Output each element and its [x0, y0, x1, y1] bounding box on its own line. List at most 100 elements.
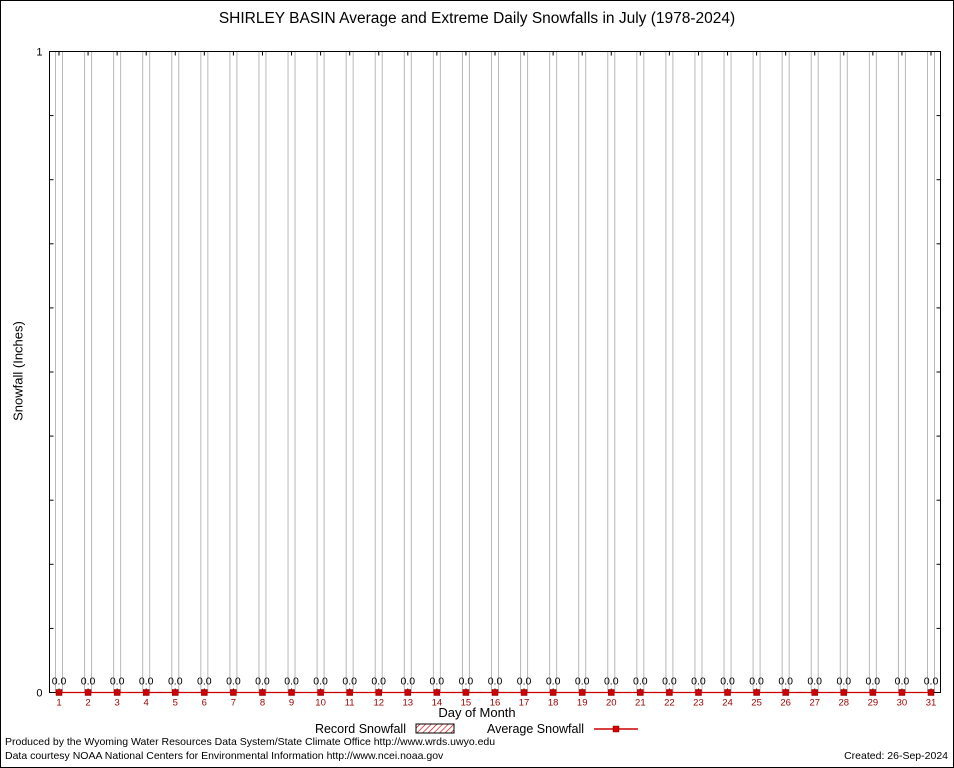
svg-text:0.0: 0.0 — [430, 676, 445, 688]
svg-text:0.0: 0.0 — [226, 676, 241, 688]
average-point — [578, 689, 586, 696]
svg-text:17: 17 — [519, 698, 530, 709]
svg-text:8: 8 — [260, 698, 265, 709]
svg-text:0.0: 0.0 — [807, 676, 822, 688]
svg-text:0.0: 0.0 — [866, 676, 881, 688]
svg-text:1: 1 — [36, 47, 42, 59]
svg-text:2: 2 — [85, 698, 90, 709]
y-tick-labels: 10 — [36, 47, 42, 700]
svg-text:27: 27 — [809, 698, 820, 709]
legend-record-label: Record Snowfall — [314, 721, 406, 736]
svg-text:0.0: 0.0 — [720, 676, 735, 688]
svg-text:18: 18 — [548, 698, 559, 709]
svg-text:0.0: 0.0 — [255, 676, 270, 688]
average-point — [142, 689, 150, 696]
svg-text:0.0: 0.0 — [139, 676, 154, 688]
svg-text:0.0: 0.0 — [895, 676, 910, 688]
svg-text:0.0: 0.0 — [52, 676, 67, 688]
x-tick-labels: 1 2 3 4 5 6 7 8 9 10 11 12 13 14 15 16 17 18 19 20 21 22 23 24 2… — [56, 698, 936, 709]
svg-text:5: 5 — [173, 698, 178, 709]
svg-text:0.0: 0.0 — [110, 676, 125, 688]
svg-text:0.0: 0.0 — [924, 676, 939, 688]
average-point — [172, 689, 179, 696]
average-point — [637, 689, 644, 696]
svg-text:31: 31 — [926, 698, 937, 709]
y-axis-label: Snowfall (Inches) — [10, 321, 26, 421]
legend-average-label: Average Snowfall — [486, 721, 585, 736]
svg-text:0.0: 0.0 — [371, 676, 386, 688]
average-point — [869, 689, 877, 696]
average-point — [201, 689, 208, 696]
average-point — [404, 689, 412, 696]
value-labels: 0.0 0.0 0.0 0.0 0.0 0.0 0.0 0.0 0.0 0.0 0.0 0.0 0.0 0… — [52, 676, 939, 688]
average-point — [375, 689, 382, 696]
svg-text:28: 28 — [839, 698, 850, 709]
svg-text:0.0: 0.0 — [778, 676, 793, 688]
svg-text:0.0: 0.0 — [633, 676, 648, 688]
average-point — [666, 689, 673, 696]
average-point — [317, 689, 324, 696]
average-point — [259, 689, 266, 696]
created-date: Created: 26-Sep-2024 — [844, 750, 948, 762]
x-axis-label: Day of Month — [438, 705, 516, 720]
svg-text:4: 4 — [144, 698, 149, 709]
average-point — [113, 689, 121, 696]
svg-text:0.0: 0.0 — [342, 676, 357, 688]
average-point — [230, 689, 237, 696]
average-point — [608, 689, 615, 696]
svg-text:0.0: 0.0 — [81, 676, 96, 688]
average-snowfall-swatch — [594, 725, 639, 732]
svg-text:0.0: 0.0 — [749, 676, 764, 688]
svg-text:19: 19 — [577, 698, 588, 709]
svg-text:22: 22 — [664, 698, 675, 709]
svg-text:21: 21 — [635, 698, 646, 709]
svg-text:10: 10 — [315, 698, 326, 709]
average-point — [462, 689, 470, 696]
chart-title: SHIRLEY BASIN Average and Extreme Daily … — [218, 10, 736, 27]
average-point — [288, 689, 295, 696]
average-point — [782, 689, 789, 696]
svg-text:23: 23 — [693, 698, 704, 709]
svg-text:0.0: 0.0 — [662, 676, 677, 688]
average-point — [724, 689, 731, 696]
average-point — [55, 689, 63, 696]
chart-legend: Record Snowfall Average Snowfall — [1, 721, 953, 736]
svg-text:30: 30 — [897, 698, 908, 709]
footer-produced-by: Produced by the Wyoming Water Resources … — [5, 736, 496, 748]
average-point — [811, 689, 818, 696]
svg-text:0.0: 0.0 — [284, 676, 299, 688]
average-point — [433, 689, 441, 696]
average-snowfall-points — [55, 689, 935, 696]
svg-text:0.0: 0.0 — [836, 676, 851, 688]
svg-text:1: 1 — [56, 698, 61, 709]
svg-text:0.0: 0.0 — [604, 676, 619, 688]
svg-text:0.0: 0.0 — [168, 676, 183, 688]
svg-text:26: 26 — [780, 698, 791, 709]
svg-text:15: 15 — [461, 698, 472, 709]
average-point — [840, 689, 848, 696]
average-point — [695, 689, 702, 696]
svg-text:13: 13 — [403, 698, 414, 709]
record-snowfall-swatch — [415, 723, 455, 734]
svg-text:0.0: 0.0 — [517, 676, 532, 688]
average-point — [927, 689, 935, 696]
footer-data-courtesy: Data courtesy NOAA National Centers for … — [5, 750, 444, 762]
svg-text:0.0: 0.0 — [691, 676, 706, 688]
svg-text:20: 20 — [606, 698, 617, 709]
average-point — [346, 689, 353, 696]
svg-text:0.0: 0.0 — [313, 676, 328, 688]
svg-text:9: 9 — [289, 698, 294, 709]
average-point — [753, 689, 760, 696]
svg-text:12: 12 — [373, 698, 384, 709]
svg-text:24: 24 — [722, 698, 733, 709]
average-point — [491, 689, 499, 696]
svg-text:29: 29 — [868, 698, 879, 709]
average-point — [549, 689, 557, 696]
svg-text:25: 25 — [751, 698, 762, 709]
svg-text:3: 3 — [114, 698, 119, 709]
svg-text:14: 14 — [432, 698, 443, 709]
svg-text:0.0: 0.0 — [488, 676, 503, 688]
svg-text:6: 6 — [202, 698, 207, 709]
svg-text:0.0: 0.0 — [197, 676, 212, 688]
